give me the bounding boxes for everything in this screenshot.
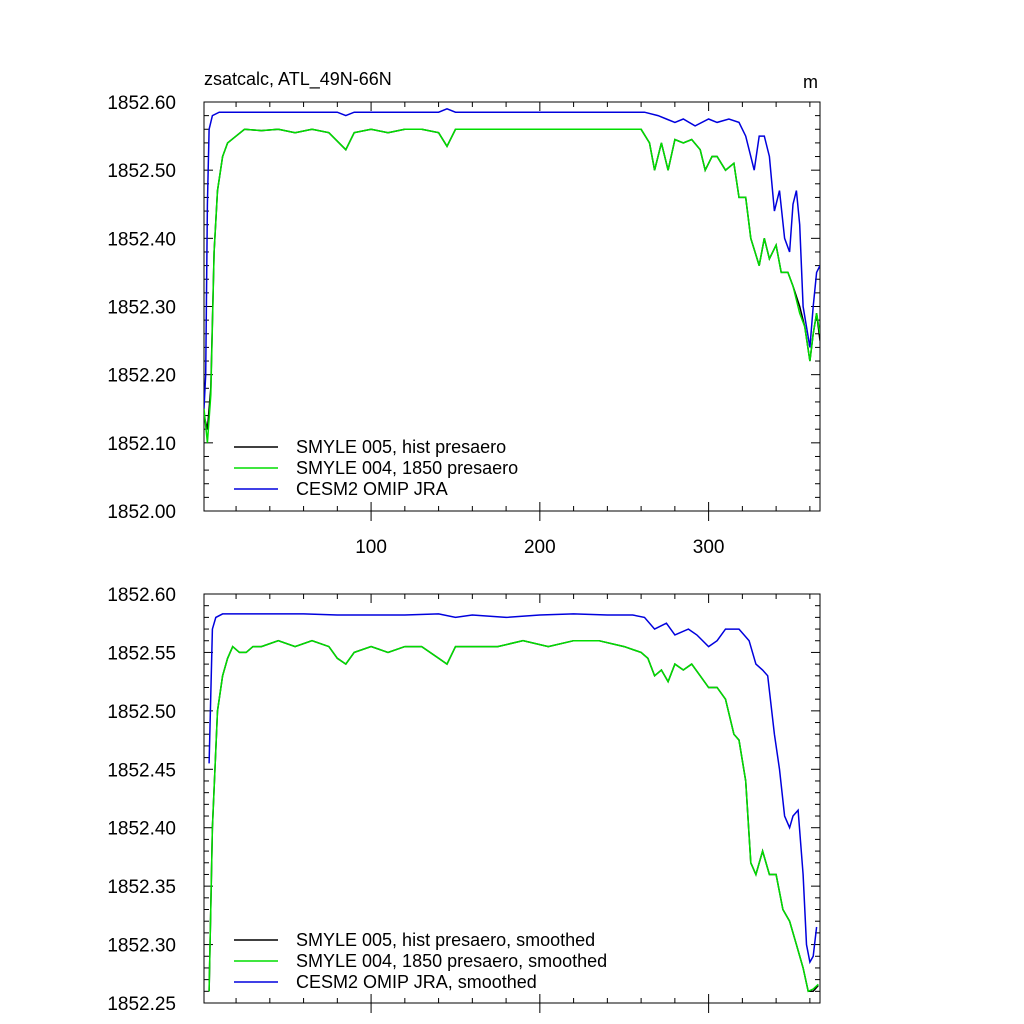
series-line-2 <box>204 128 820 443</box>
chart-panel-2: 1852.25 1852.30 1852.35 1852.40 1852.45 1852.… <box>107 585 821 1015</box>
y-tick-label: 1852.55 <box>107 643 176 664</box>
y-tick-label: 1852.50 <box>107 161 176 182</box>
x-tick-label: 200 <box>524 537 556 558</box>
y-tick-label: 1852.10 <box>107 434 176 455</box>
y-tick-label: 1852.30 <box>107 298 176 319</box>
y-tick-label: 1852.25 <box>107 994 176 1015</box>
x-tick-label: 100 <box>355 537 387 558</box>
chart-panel-1: 1852.00 1852.10 1852.20 1852.30 1852.40 1852.… <box>107 69 821 558</box>
x-tick-label: 300 <box>693 537 725 558</box>
y-tick-label: 1852.20 <box>107 366 176 387</box>
y-tick-label: 1852.40 <box>107 819 176 840</box>
y-tick-label: 1852.60 <box>107 585 176 606</box>
y-tick-label: 1852.00 <box>107 502 176 523</box>
legend-label: SMYLE 004, 1850 presaero, smoothed <box>296 951 607 971</box>
legend-label: CESM2 OMIP JRA <box>296 479 448 499</box>
chart-title: zsatcalc, ATL_49N-66N <box>204 69 392 90</box>
legend-label: CESM2 OMIP JRA, smoothed <box>296 972 537 992</box>
legend-label: SMYLE 005, hist presaero <box>296 437 506 457</box>
y-tick-label: 1852.35 <box>107 877 176 898</box>
y-tick-label: 1852.40 <box>107 229 176 250</box>
y-tick-label: 1852.60 <box>107 93 176 114</box>
series-line-3 <box>204 107 820 409</box>
series-line-3 <box>208 613 818 965</box>
plot-frame <box>203 593 821 1004</box>
y-tick-label: 1852.50 <box>107 702 176 723</box>
series-line-1 <box>204 128 820 430</box>
y-tick-label: 1852.45 <box>107 760 176 781</box>
units-label: m <box>803 72 818 92</box>
series-line-2 <box>208 639 819 993</box>
legend-label: SMYLE 005, hist presaero, smoothed <box>296 930 595 950</box>
legend-label: SMYLE 004, 1850 presaero <box>296 458 518 478</box>
y-tick-label: 1852.30 <box>107 936 176 957</box>
